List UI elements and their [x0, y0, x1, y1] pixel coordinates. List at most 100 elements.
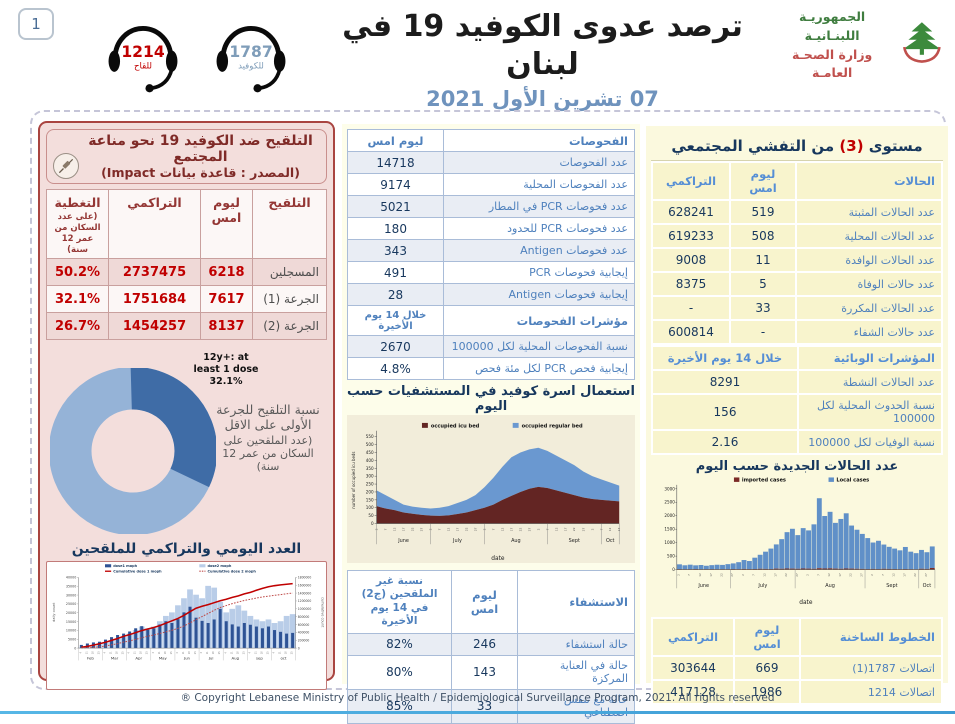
table-cell: عدد الحالات النشطة — [798, 370, 942, 394]
col-last14: خلال 14 يوم الأخيرة — [348, 306, 444, 336]
svg-text:0: 0 — [672, 567, 675, 572]
svg-text:7: 7 — [491, 528, 495, 530]
table-cell: 8291 — [652, 370, 798, 394]
table-cell: 600814 — [652, 320, 730, 344]
table-cell: 143 — [452, 655, 518, 689]
svg-text:11: 11 — [182, 651, 185, 654]
svg-text:2: 2 — [536, 528, 540, 530]
svg-text:7: 7 — [687, 574, 691, 576]
svg-text:12: 12 — [827, 573, 831, 577]
svg-text:17: 17 — [773, 573, 777, 577]
syringe-icon — [53, 153, 79, 179]
level-title-post: من التفشي المجتمعي — [671, 137, 839, 155]
col-coverage-label: التغطية — [51, 195, 104, 210]
svg-text:dose2 moph: dose2 moph — [208, 564, 232, 568]
svg-text:Sept: Sept — [886, 583, 897, 589]
svg-text:22: 22 — [518, 527, 522, 531]
col-hotlines: الخطوط الساخنة — [800, 618, 942, 656]
table-cell: عدد حالات الوفاة — [796, 272, 942, 296]
svg-text:12: 12 — [554, 527, 558, 531]
svg-text:4: 4 — [128, 652, 131, 654]
svg-text:5000: 5000 — [68, 638, 76, 642]
table-cell: 303644 — [652, 656, 734, 680]
svg-text:2: 2 — [870, 574, 874, 576]
svg-text:27: 27 — [795, 573, 799, 577]
cedar-icon — [896, 16, 948, 76]
donut-caption-line1: نسبة التلقيح للجرعة الأولى على الاقل — [211, 402, 325, 432]
col-yesterday: ليوم امس — [201, 190, 253, 259]
table-cell: 14718 — [348, 152, 444, 174]
svg-text:18: 18 — [91, 651, 94, 654]
svg-text:27: 27 — [473, 527, 477, 531]
table-row: عدد حالات الشفاء-600814 — [652, 320, 942, 344]
svg-text:22: 22 — [720, 573, 724, 577]
svg-text:4: 4 — [176, 652, 179, 654]
col-yesterday: ليوم امس — [452, 571, 518, 634]
svg-text:250: 250 — [366, 482, 374, 487]
col-yesterday: ليوم امس — [730, 162, 796, 200]
svg-text:July: July — [452, 538, 462, 544]
svg-text:11: 11 — [110, 651, 113, 654]
col-last14: خلال 14 يوم الأخيرة — [652, 346, 798, 370]
svg-text:2: 2 — [806, 574, 810, 576]
svg-text:400: 400 — [366, 458, 374, 463]
svg-text:25: 25 — [97, 651, 100, 654]
svg-text:300: 300 — [366, 474, 374, 479]
svg-text:Local cases: Local cases — [836, 478, 869, 484]
table-cell: - — [652, 296, 730, 320]
svg-text:2: 2 — [676, 574, 680, 576]
col-epi-indicators: المؤشرات الوبائية — [798, 346, 942, 370]
svg-text:27: 27 — [420, 527, 424, 531]
svg-text:4: 4 — [104, 652, 107, 654]
table-cell: 246 — [452, 633, 518, 655]
table-cell: 508 — [730, 224, 796, 248]
svg-text:25: 25 — [266, 651, 269, 654]
svg-text:25: 25 — [146, 651, 149, 654]
test-indicators-header: مؤشرات الفحوصات خلال 14 يوم الأخيرة — [348, 306, 635, 336]
first-dose-donut-section: 12y+: at least 1 dose 32.1% نسبة التلقيح… — [46, 340, 327, 539]
tests-table-header: الفحوصات ليوم امس — [348, 130, 635, 152]
table-cell: 32.1% — [47, 286, 109, 313]
svg-text:4: 4 — [224, 652, 227, 654]
svg-text:12: 12 — [763, 573, 767, 577]
headset-icon: 1787 للكوفيد — [206, 12, 296, 94]
svg-text:0: 0 — [298, 647, 300, 651]
vaccination-title-line1: التلقيح ضد الكوفيد 19 نحو مناعة المجتمع — [81, 133, 320, 165]
vaccination-panel: التلقيح ضد الكوفيد 19 نحو مناعة المجتمع … — [38, 121, 335, 681]
svg-text:7: 7 — [752, 574, 756, 576]
table-cell: 1751684 — [109, 286, 201, 313]
svg-text:25: 25 — [218, 651, 221, 654]
ministry-line2: وزارة الصحـة العامـة — [772, 46, 892, 84]
table-cell: الجرعة (1) — [253, 286, 327, 313]
table-cell: 5021 — [348, 196, 444, 218]
svg-text:12: 12 — [698, 573, 702, 577]
svg-text:1600000: 1600000 — [298, 584, 312, 588]
svg-text:30000: 30000 — [66, 593, 76, 597]
svg-text:27: 27 — [859, 573, 863, 577]
svg-text:600000: 600000 — [298, 623, 310, 627]
svg-text:11: 11 — [158, 651, 161, 654]
table-cell: عدد فحوصات Antigen — [444, 240, 635, 262]
svg-text:2500: 2500 — [664, 500, 675, 505]
table-cell: - — [730, 320, 796, 344]
svg-text:18: 18 — [140, 651, 143, 654]
svg-text:18: 18 — [236, 651, 239, 654]
table-cell: حالة في العناية المركزة — [518, 655, 635, 689]
table-cell: عدد الحالات المحلية — [796, 224, 942, 248]
col-tests: الفحوصات — [444, 130, 635, 152]
svg-text:date: date — [491, 556, 505, 562]
covid-hotline-number: 1787 — [229, 43, 272, 61]
svg-text:11: 11 — [85, 651, 88, 654]
svg-text:cumulative count: cumulative count — [320, 597, 324, 628]
table-cell: إيجابية فحوصات Antigen — [444, 284, 635, 306]
table-cell: 8375 — [652, 272, 730, 296]
page-number: 1 — [18, 8, 54, 40]
table-cell: عدد الفحوصات — [444, 152, 635, 174]
